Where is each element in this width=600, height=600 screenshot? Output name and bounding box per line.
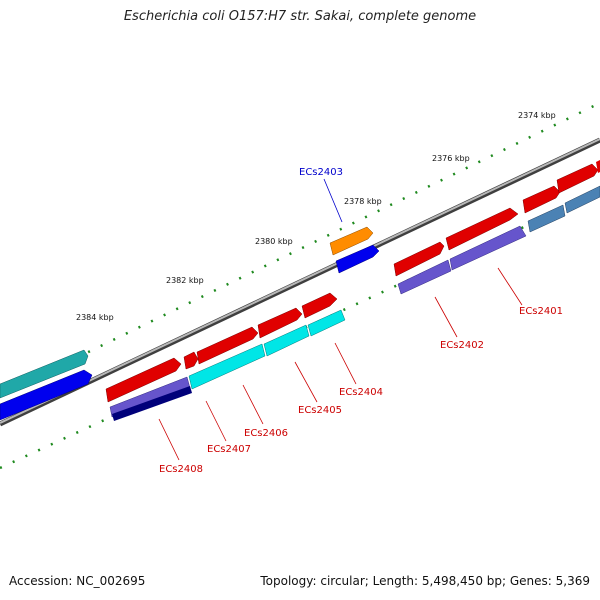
kbp-label-2384: 2384 kbp bbox=[76, 313, 114, 322]
gene-arrow-ECs2403[interactable] bbox=[329, 226, 374, 256]
kbp-label-2376: 2376 kbp bbox=[432, 154, 470, 163]
gene-arrow-ECs2404-upper[interactable] bbox=[301, 292, 338, 319]
gene-arrow-ECs2403-lower[interactable] bbox=[335, 244, 380, 274]
gene-label-ECs2404[interactable]: ECs2404 bbox=[339, 387, 383, 398]
gene-arrow-steel-a[interactable] bbox=[527, 204, 566, 233]
leader-ECs2403 bbox=[323, 178, 343, 223]
gene-arrow-steel-b[interactable] bbox=[564, 185, 600, 214]
gene-label-ECs2406[interactable]: ECs2406 bbox=[244, 428, 288, 439]
leader-ECs2407 bbox=[205, 400, 227, 442]
kbp-label-2380: 2380 kbp bbox=[255, 237, 293, 246]
leader-ECs2401 bbox=[497, 267, 523, 306]
gene-arrow-upper-d[interactable] bbox=[257, 307, 303, 339]
leader-ECs2406 bbox=[242, 384, 264, 425]
gene-labels: ECs2403 ECs2401 ECs2402 ECs2404 ECs2405 … bbox=[159, 167, 563, 475]
gene-arrow-ECs2402-upper[interactable] bbox=[393, 241, 445, 277]
gene-label-ECs2405[interactable]: ECs2405 bbox=[298, 405, 342, 416]
leader-ECs2408 bbox=[158, 418, 180, 461]
gene-arrow-ECs2406-upper[interactable] bbox=[196, 326, 259, 365]
gene-label-ECs2401[interactable]: ECs2401 bbox=[519, 306, 563, 317]
gene-arrow-upper-b[interactable] bbox=[556, 163, 599, 194]
gene-arrow-ECs2401-lower[interactable] bbox=[449, 225, 527, 271]
gene-arrow-teal-left[interactable] bbox=[0, 349, 89, 399]
label-leader-lines bbox=[158, 178, 523, 461]
gene-arrow-upper-c[interactable] bbox=[596, 160, 600, 173]
gene-arrow-upper-a[interactable] bbox=[522, 185, 561, 214]
genome-summary-text: Topology: circular; Length: 5,498,450 bp… bbox=[260, 574, 590, 588]
upper-strand-genes bbox=[0, 160, 600, 403]
gene-label-ECs2408[interactable]: ECs2408 bbox=[159, 464, 203, 475]
gene-arrow-ECs2408-upper[interactable] bbox=[105, 357, 182, 403]
gene-arrow-ECs2405-lower[interactable] bbox=[263, 324, 310, 357]
kbp-label-2378: 2378 kbp bbox=[344, 197, 382, 206]
leader-ECs2405 bbox=[294, 361, 318, 403]
leader-ECs2402 bbox=[434, 296, 458, 338]
lower-strand-genes bbox=[0, 185, 600, 421]
gene-arrow-ECs2408-navy[interactable] bbox=[112, 386, 192, 421]
genome-title: Escherichia coli O157:H7 str. Sakai, com… bbox=[123, 9, 477, 24]
gene-arrow-ECs2404-lower[interactable] bbox=[307, 309, 346, 337]
gene-label-ECs2402[interactable]: ECs2402 bbox=[440, 340, 484, 351]
gene-arrow-ECs2402-lower[interactable] bbox=[397, 259, 452, 295]
kbp-label-2374: 2374 kbp bbox=[518, 111, 556, 120]
genome-backbone-highlight bbox=[0, 138, 600, 424]
kbp-label-2382: 2382 kbp bbox=[166, 276, 204, 285]
gene-label-ECs2403[interactable]: ECs2403 bbox=[299, 167, 343, 178]
gene-label-ECs2407[interactable]: ECs2407 bbox=[207, 444, 251, 455]
leader-ECs2404 bbox=[334, 342, 357, 385]
gene-arrow-ECs2401-upper[interactable] bbox=[445, 207, 519, 251]
gene-arrow-ECs2406-lower[interactable] bbox=[188, 343, 266, 390]
outer-tick-ring bbox=[0, 101, 600, 397]
gene-arrow-ECs2407-upper[interactable] bbox=[183, 351, 199, 370]
gene-arrow-blue-left[interactable] bbox=[0, 369, 93, 421]
accession-text: Accession: NC_002695 bbox=[9, 574, 146, 588]
